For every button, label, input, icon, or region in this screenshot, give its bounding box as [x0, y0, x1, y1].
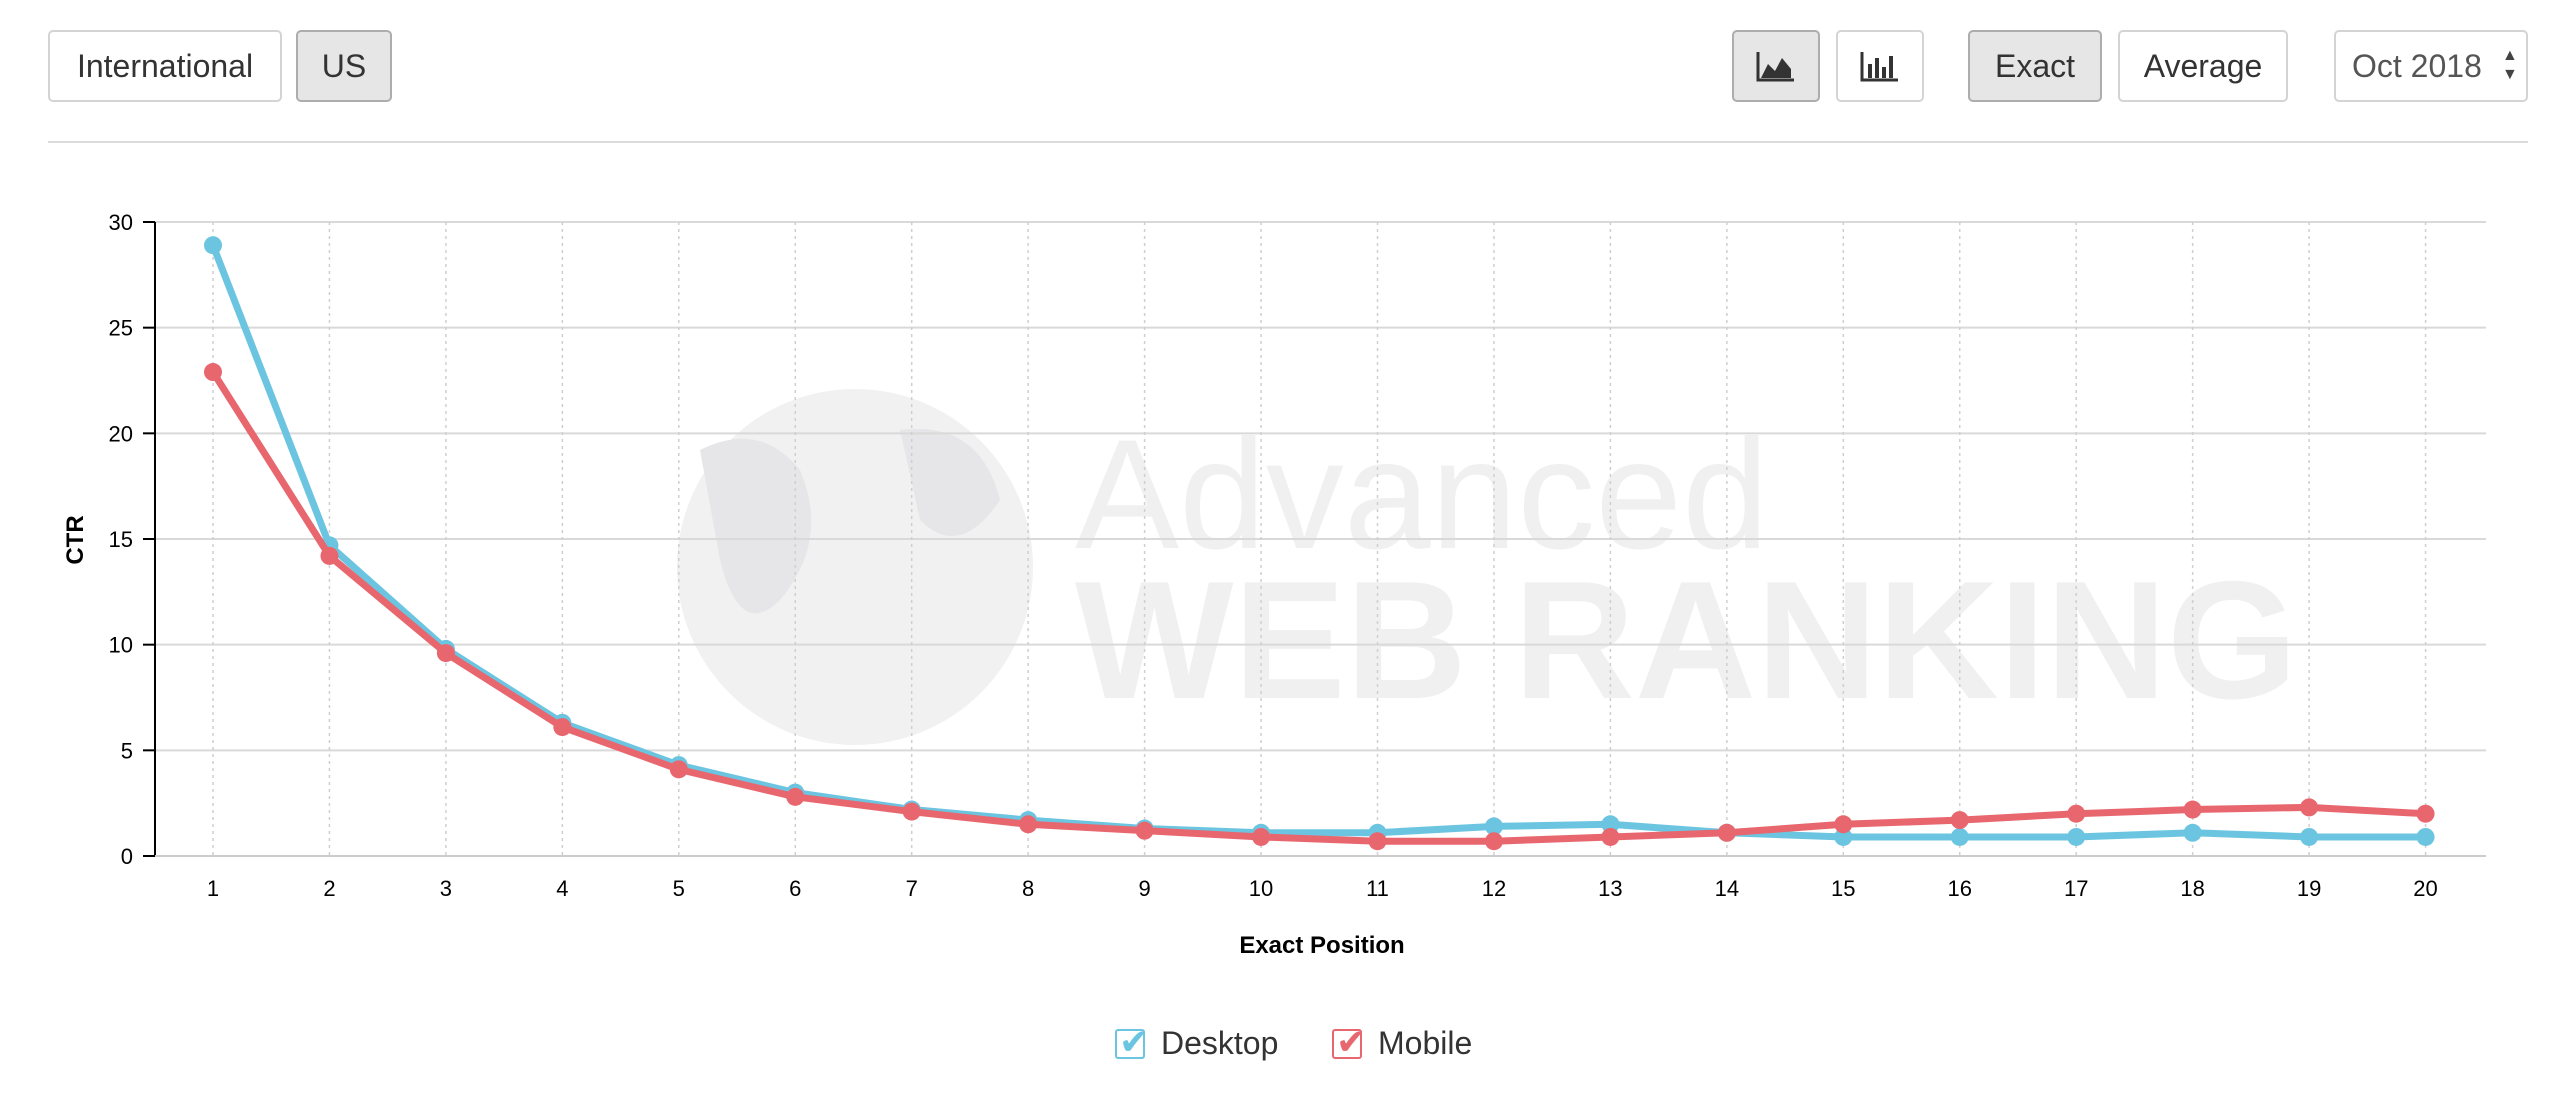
data-point-mobile	[553, 718, 572, 737]
x-tick-label: 15	[1831, 876, 1855, 901]
date-select-value: Oct 2018	[2352, 47, 2482, 84]
data-point-mobile	[902, 802, 921, 821]
x-tick-label: 6	[789, 876, 801, 901]
data-point-mobile	[1019, 815, 1038, 834]
mobile-checkbox-icon[interactable]: ✔	[1332, 1021, 1366, 1062]
toolbar-divider	[48, 141, 2528, 143]
grid	[155, 221, 2486, 857]
data-point-mobile	[2416, 804, 2435, 823]
x-tick-label: 11	[1366, 876, 1389, 901]
x-tick-label: 10	[1249, 876, 1273, 901]
y-axis-label: CTR	[62, 515, 89, 564]
x-tick-label: 8	[1022, 876, 1034, 901]
x-tick-label: 18	[2180, 876, 2204, 901]
x-tick-label: 4	[556, 876, 568, 901]
data-point-mobile	[786, 787, 805, 806]
watermark: Advanced WEB RANKING	[677, 389, 2298, 745]
y-tick-label: 0	[121, 844, 133, 869]
region-international-button[interactable]: International	[48, 30, 282, 102]
legend-item-desktop[interactable]: ✔ Desktop	[1115, 1021, 1279, 1062]
x-tick-label: 7	[906, 876, 918, 901]
x-tick-label: 16	[1948, 876, 1972, 901]
series	[204, 236, 2435, 851]
legend-label-mobile: Mobile	[1378, 1025, 1473, 1061]
data-point-desktop	[1950, 827, 1969, 846]
x-tick-label: 20	[2413, 876, 2437, 901]
desktop-checkbox-icon[interactable]: ✔	[1115, 1021, 1149, 1062]
x-tick-label: 13	[1598, 876, 1622, 901]
data-point-desktop	[2416, 827, 2435, 846]
data-point-desktop	[1834, 827, 1853, 846]
x-tick-label: 14	[1715, 876, 1739, 901]
area-chart-icon	[1756, 52, 1794, 82]
x-axis-label: Exact Position	[1239, 932, 1404, 959]
mode-exact-button[interactable]: Exact	[1968, 30, 2102, 102]
data-point-mobile	[1601, 827, 1620, 846]
x-tick-label: 5	[673, 876, 685, 901]
select-arrows-icon: ▲▼	[2502, 47, 2518, 83]
watermark-line1: Advanced	[1075, 408, 1769, 582]
y-tick-label: 15	[109, 527, 133, 552]
data-point-mobile	[1717, 823, 1736, 842]
series-line-desktop	[209, 243, 2426, 841]
data-point-desktop	[1484, 817, 1503, 836]
x-tick-label: 12	[1482, 876, 1506, 901]
data-point-mobile	[669, 760, 688, 779]
data-point-mobile	[2067, 804, 2086, 823]
legend-item-mobile[interactable]: ✔ Mobile	[1332, 1021, 1473, 1062]
data-point-mobile	[1252, 827, 1271, 846]
date-select[interactable]: Oct 2018 ▲▼	[2334, 30, 2528, 102]
y-tick-label: 25	[109, 316, 133, 341]
y-tick-label: 30	[109, 210, 133, 235]
x-tick-label: 17	[2064, 876, 2088, 901]
data-point-desktop	[2067, 827, 2086, 846]
x-tick-label: 3	[440, 876, 452, 901]
data-point-mobile	[2300, 798, 2319, 817]
data-point-mobile	[1135, 821, 1154, 840]
mode-average-button[interactable]: Average	[2118, 30, 2288, 102]
data-point-mobile	[204, 363, 222, 382]
x-tick-label: 1	[207, 876, 219, 901]
data-point-mobile	[1834, 815, 1853, 834]
region-us-button[interactable]: US	[296, 30, 392, 102]
series-line-mobile	[210, 370, 2426, 845]
data-point-desktop	[204, 236, 222, 255]
x-tick-label: 19	[2297, 876, 2321, 901]
data-point-mobile	[436, 644, 455, 663]
y-tick-label: 20	[109, 421, 133, 446]
legend-label-desktop: Desktop	[1161, 1025, 1279, 1061]
bar-chart-icon	[1860, 52, 1898, 82]
y-tick-label: 5	[121, 738, 133, 763]
watermark-line2: WEB RANKING	[1075, 546, 2298, 734]
data-point-mobile	[2183, 800, 2202, 819]
x-tick-label: 2	[323, 876, 335, 901]
data-point-mobile	[320, 546, 339, 565]
data-point-desktop	[2300, 827, 2319, 846]
x-tick-label: 9	[1138, 876, 1150, 901]
data-point-mobile	[1950, 811, 1969, 830]
data-point-desktop	[2183, 823, 2202, 842]
area-chart-view-button[interactable]	[1732, 30, 1820, 102]
bar-chart-view-button[interactable]	[1836, 30, 1924, 102]
y-tick-label: 10	[109, 633, 133, 658]
data-point-desktop	[1601, 815, 1620, 834]
data-point-mobile	[1484, 832, 1503, 851]
data-point-mobile	[1368, 832, 1387, 851]
